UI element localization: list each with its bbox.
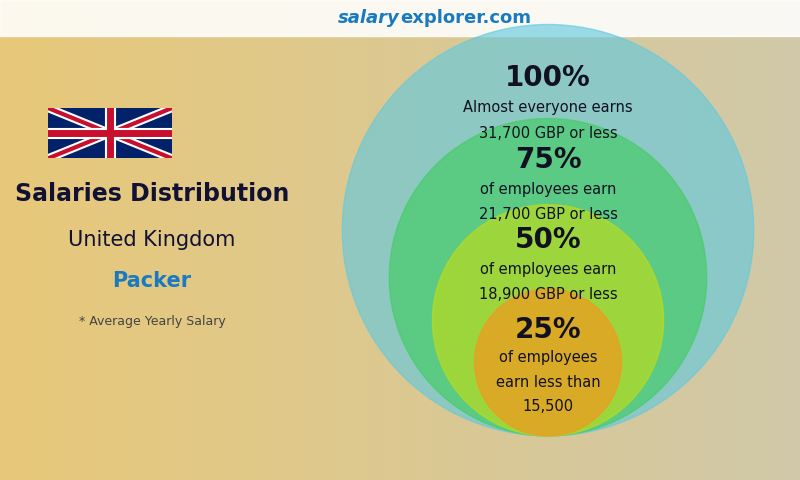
Circle shape: [474, 289, 622, 436]
Text: of employees: of employees: [498, 350, 598, 365]
Text: Packer: Packer: [113, 271, 191, 291]
Circle shape: [390, 119, 706, 436]
Circle shape: [342, 24, 754, 436]
Circle shape: [433, 205, 663, 436]
Bar: [0, 0, 800, 36]
Text: United Kingdom: United Kingdom: [68, 230, 236, 250]
Text: 31,700 GBP or less: 31,700 GBP or less: [478, 126, 618, 141]
Text: Salaries Distribution: Salaries Distribution: [15, 182, 289, 206]
Text: 50%: 50%: [514, 226, 582, 254]
Text: 75%: 75%: [514, 145, 582, 174]
Text: of employees earn: of employees earn: [480, 262, 616, 277]
Text: Almost everyone earns: Almost everyone earns: [463, 100, 633, 115]
Text: 15,500: 15,500: [522, 399, 574, 414]
Text: of employees earn: of employees earn: [480, 181, 616, 197]
Text: salary: salary: [338, 9, 400, 27]
Text: * Average Yearly Salary: * Average Yearly Salary: [78, 315, 226, 328]
Text: earn less than: earn less than: [496, 374, 600, 390]
Text: explorer.com: explorer.com: [400, 9, 531, 27]
Text: 18,900 GBP or less: 18,900 GBP or less: [478, 288, 618, 302]
Text: 100%: 100%: [505, 64, 591, 92]
Text: 21,700 GBP or less: 21,700 GBP or less: [478, 207, 618, 222]
Text: 25%: 25%: [514, 316, 582, 344]
